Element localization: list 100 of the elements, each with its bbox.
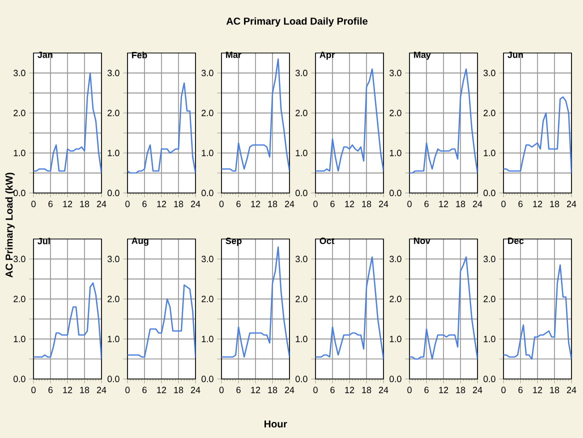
- chart-title: Dec: [508, 238, 524, 244]
- x-tick-label: 18: [550, 200, 560, 208]
- y-tick-label: 2.0: [296, 296, 308, 302]
- y-tick-label: 3.0: [390, 256, 402, 262]
- y-tick-label: 3.0: [296, 70, 308, 76]
- x-tick-label: 24: [378, 200, 388, 208]
- x-tick-label: 18: [362, 386, 372, 394]
- x-tick-label: 12: [533, 386, 542, 394]
- x-tick-label: 6: [142, 386, 147, 394]
- y-tick-label: 1.0: [390, 150, 402, 156]
- x-tick-label: 18: [456, 386, 466, 394]
- chart-title: Mar: [226, 52, 242, 58]
- x-tick-label: 24: [566, 386, 576, 394]
- x-tick-label: 6: [48, 386, 53, 394]
- y-tick-label: 0.0: [108, 190, 120, 196]
- y-tick-label: 0.0: [296, 190, 308, 196]
- x-tick-label: 6: [142, 200, 147, 208]
- text: AC Primary Load Daily Profile: [226, 17, 368, 27]
- x-tick-label: 0: [407, 200, 412, 208]
- x-tick-label: 0: [31, 200, 36, 208]
- y-tick-label: 1.0: [108, 336, 120, 342]
- y-tick-label: 1.0: [296, 150, 308, 156]
- x-tick-label: 6: [330, 386, 335, 394]
- y-tick-label: 2.0: [14, 110, 26, 116]
- y-tick-label: 1.0: [390, 336, 402, 342]
- x-tick-label: 12: [251, 386, 260, 394]
- x-tick-label: 24: [472, 386, 482, 394]
- y-tick-label: 3.0: [390, 70, 402, 76]
- x-tick-label: 0: [313, 200, 318, 208]
- x-tick-label: 12: [345, 200, 354, 208]
- y-tick-label: 0.0: [14, 190, 26, 196]
- x-tick-label: 18: [362, 200, 372, 208]
- x-tick-label: 18: [80, 386, 90, 394]
- x-tick-label: 12: [251, 200, 260, 208]
- x-tick-label: 0: [313, 386, 318, 394]
- x-tick-label: 0: [219, 386, 224, 394]
- x-tick-label: 12: [63, 386, 72, 394]
- y-tick-label: 2.0: [108, 296, 120, 302]
- x-tick-label: 0: [31, 386, 36, 394]
- x-tick-label: 18: [456, 200, 466, 208]
- x-tick-label: 0: [125, 200, 130, 208]
- chart-title: Jan: [38, 52, 52, 58]
- x-tick-label: 24: [284, 200, 294, 208]
- y-tick-label: 1.0: [484, 336, 496, 342]
- x-tick-label: 24: [96, 386, 106, 394]
- y-tick-label: 0.0: [202, 376, 214, 382]
- y-tick-label: 1.0: [108, 150, 120, 156]
- x-tick-label: 0: [125, 386, 130, 394]
- x-axis-title: Hour: [264, 420, 288, 428]
- x-tick-label: 12: [157, 200, 166, 208]
- y-tick-label: 3.0: [14, 70, 26, 76]
- y-tick-label: 2.0: [296, 110, 308, 116]
- y-tick-label: 2.0: [202, 296, 214, 302]
- x-tick-label: 18: [268, 200, 278, 208]
- x-tick-label: 12: [345, 386, 354, 394]
- y-tick-label: 1.0: [296, 336, 308, 342]
- y-tick-label: 1.0: [14, 336, 26, 342]
- y-tick-label: 1.0: [14, 150, 26, 156]
- x-tick-label: 0: [501, 386, 506, 394]
- x-tick-label: 12: [439, 386, 448, 394]
- y-tick-label: 0.0: [390, 376, 402, 382]
- y-tick-label: 2.0: [390, 296, 402, 302]
- y-tick-label: 2.0: [484, 296, 496, 302]
- x-tick-label: 24: [566, 200, 576, 208]
- x-tick-label: 24: [378, 386, 388, 394]
- x-tick-label: 12: [157, 386, 166, 394]
- x-tick-label: 6: [424, 386, 429, 394]
- y-tick-label: 3.0: [14, 256, 26, 262]
- y-tick-label: 0.0: [484, 376, 496, 382]
- y-tick-label: 3.0: [296, 256, 308, 262]
- y-tick-label: 0.0: [390, 190, 402, 196]
- x-tick-label: 12: [439, 200, 448, 208]
- y-tick-label: 3.0: [108, 70, 120, 76]
- x-tick-label: 24: [472, 200, 482, 208]
- chart-title: Feb: [132, 52, 148, 58]
- x-tick-label: 18: [268, 386, 278, 394]
- y-tick-label: 1.0: [484, 150, 496, 156]
- y-tick-label: 0.0: [484, 190, 496, 196]
- x-tick-label: 6: [424, 200, 429, 208]
- y-tick-label: 2.0: [108, 110, 120, 116]
- chart-title: Apr: [320, 52, 335, 60]
- x-tick-label: 6: [236, 386, 241, 394]
- x-tick-label: 18: [174, 200, 184, 208]
- x-tick-label: 0: [219, 200, 224, 208]
- y-tick-label: 1.0: [202, 150, 214, 156]
- y-tick-label: 0.0: [202, 190, 214, 196]
- x-tick-label: 18: [80, 200, 90, 208]
- chart-title: Nov: [414, 238, 430, 244]
- x-tick-label: 0: [407, 386, 412, 394]
- x-tick-label: 24: [190, 200, 200, 208]
- y-tick-label: 0.0: [14, 376, 26, 382]
- y-tick-label: 3.0: [202, 70, 214, 76]
- y-tick-label: 3.0: [484, 256, 496, 262]
- y-tick-label: 2.0: [484, 110, 496, 116]
- x-tick-label: 18: [174, 386, 184, 394]
- x-tick-label: 18: [550, 386, 560, 394]
- chart-title: Oct: [320, 238, 334, 244]
- x-tick-label: 12: [533, 200, 542, 208]
- chart-title: Sep: [226, 238, 242, 246]
- y-tick-label: 2.0: [202, 110, 214, 116]
